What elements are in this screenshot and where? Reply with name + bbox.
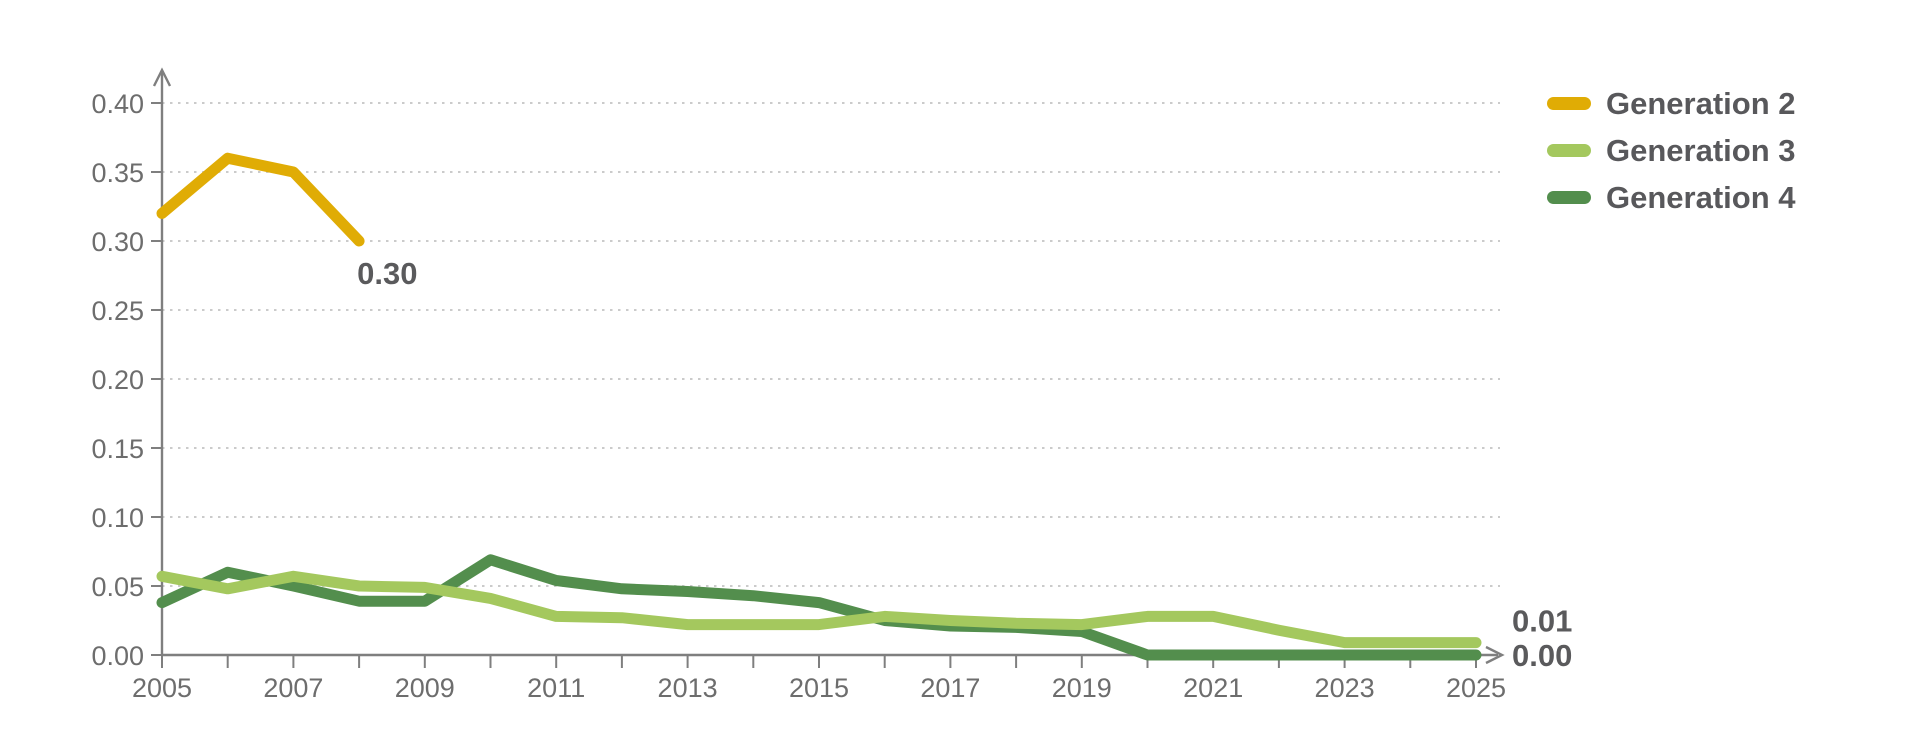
series-line-generation-2 xyxy=(156,152,365,247)
y-axis-ticks: 0.00 0.05 0.10 0.15 0.20 0.25 0.30 0.35 0.40 xyxy=(91,89,162,671)
gridlines xyxy=(162,102,1500,587)
legend-item-generation-4: Generation 4 xyxy=(1547,179,1796,216)
legend-label-generation-2: Generation 2 xyxy=(1606,86,1796,121)
x-tick-label: 2007 xyxy=(263,673,323,703)
series-line-generation-3 xyxy=(156,570,1482,649)
x-tick-label: 2011 xyxy=(527,673,585,703)
y-tick-label: 0.10 xyxy=(91,503,144,533)
x-tick-label: 2013 xyxy=(658,673,718,703)
x-tick-label: 2023 xyxy=(1315,673,1375,703)
legend-swatch-generation-4 xyxy=(1547,191,1591,204)
y-tick-label: 0.05 xyxy=(91,572,144,602)
legend-label-generation-3: Generation 3 xyxy=(1606,133,1796,168)
legend-item-generation-3: Generation 3 xyxy=(1547,132,1796,169)
axes xyxy=(152,67,1505,665)
end-label-generation-2: 0.30 xyxy=(357,256,417,291)
y-tick-label: 0.40 xyxy=(91,89,144,119)
y-tick-label: 0.35 xyxy=(91,158,144,188)
x-tick-label: 2009 xyxy=(395,673,455,703)
series-line-generation-4 xyxy=(156,554,1482,661)
y-tick-label: 0.15 xyxy=(91,434,144,464)
end-label-generation-3: 0.01 xyxy=(1512,604,1572,639)
y-tick-label: 0.25 xyxy=(91,296,144,326)
x-tick-label: 2015 xyxy=(789,673,849,703)
y-axis-arrowhead xyxy=(152,67,172,87)
end-label-generation-4: 0.00 xyxy=(1512,638,1572,673)
x-axis-arrowhead xyxy=(1485,645,1505,665)
y-tick-label: 0.00 xyxy=(91,641,144,671)
y-tick-label: 0.30 xyxy=(91,227,144,257)
legend-item-generation-2: Generation 2 xyxy=(1547,85,1796,122)
x-tick-label: 2017 xyxy=(920,673,980,703)
legend-swatch-generation-3 xyxy=(1547,144,1591,157)
legend-swatch-generation-2 xyxy=(1547,97,1591,110)
legend-label-generation-4: Generation 4 xyxy=(1606,180,1796,215)
y-tick-label: 0.20 xyxy=(91,365,144,395)
data-labels: 0.30 0.010.00 xyxy=(357,256,1572,673)
x-tick-label: 2025 xyxy=(1446,673,1506,703)
legend: Generation 2 Generation 3 Generation 4 xyxy=(1547,85,1796,216)
x-tick-label: 2021 xyxy=(1183,673,1243,703)
x-tick-label: 2019 xyxy=(1052,673,1112,703)
x-tick-label: 2005 xyxy=(132,673,192,703)
x-axis-ticks: 2005 2007 2009 2011 2013 2015 2017 2019 2021 2023… xyxy=(132,655,1506,703)
